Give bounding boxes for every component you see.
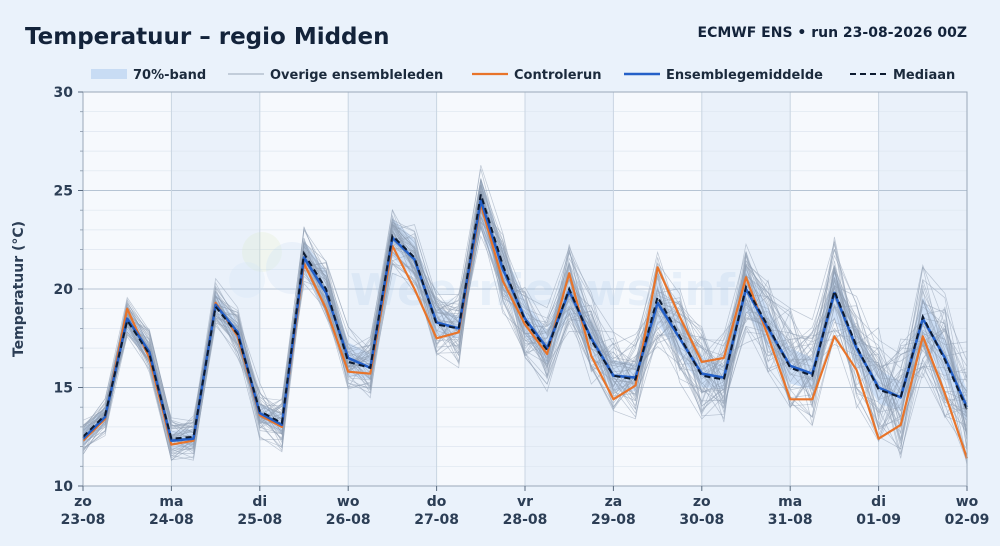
chart-title: Temperatuur – regio Midden bbox=[25, 24, 390, 50]
x-tick-day: wo bbox=[956, 494, 979, 510]
ensemble-member-line bbox=[82, 181, 968, 450]
x-tick-day: di bbox=[871, 494, 886, 510]
legend: 70%-band Overige ensembleleden Controler… bbox=[91, 68, 955, 83]
x-tick-date: 25-08 bbox=[237, 512, 282, 528]
run-info: ECMWF ENS • run 23-08-2026 00Z bbox=[698, 25, 967, 41]
y-axis-title: Temperatuur (°C) bbox=[11, 221, 27, 357]
watermark-logo-leaf bbox=[242, 232, 282, 272]
x-tick-date: 26-08 bbox=[326, 512, 371, 528]
x-tick-date: 01-09 bbox=[856, 512, 901, 528]
median-line bbox=[82, 194, 968, 440]
y-tick-label: 15 bbox=[54, 381, 73, 397]
y-tick-label: 30 bbox=[54, 85, 74, 101]
x-tick-date: 23-08 bbox=[61, 512, 106, 528]
x-tick-day: do bbox=[427, 494, 447, 510]
x-tick-day: vr bbox=[517, 494, 533, 510]
x-tick-day: di bbox=[252, 494, 267, 510]
x-tick-day: za bbox=[605, 494, 623, 510]
legend-median-label: Mediaan bbox=[893, 68, 955, 83]
ensemble-member-line bbox=[82, 224, 968, 442]
x-tick-date: 24-08 bbox=[149, 512, 194, 528]
ensemble-member-line bbox=[82, 217, 968, 447]
x-tick-day: zo bbox=[693, 494, 711, 510]
x-axis: zo 23-08 ma 24-08 di 25-08 wo 26-08 do 27-08 vr 28-… bbox=[61, 486, 990, 528]
y-tick-label: 25 bbox=[54, 184, 73, 200]
x-tick-day: wo bbox=[337, 494, 360, 510]
x-tick-date: 28-08 bbox=[503, 512, 548, 528]
ensemble-member-line bbox=[82, 168, 968, 434]
watermark-logo-drop bbox=[229, 262, 265, 298]
x-tick-date: 02-09 bbox=[945, 512, 990, 528]
x-tick-date: 30-08 bbox=[679, 512, 724, 528]
x-tick-date: 27-08 bbox=[414, 512, 459, 528]
x-tick-day: ma bbox=[159, 494, 183, 510]
legend-band-label: 70%-band bbox=[133, 68, 206, 83]
plot-area: Weernieuws.info bbox=[82, 91, 969, 487]
y-tick-label: 20 bbox=[54, 282, 74, 298]
legend-band-swatch bbox=[91, 69, 127, 79]
legend-mean-label: Ensemblegemiddelde bbox=[666, 68, 823, 83]
ensemble-member-line bbox=[82, 183, 968, 457]
ensemble-member-line bbox=[82, 191, 968, 437]
legend-control-label: Controlerun bbox=[514, 68, 601, 83]
x-tick-date: 31-08 bbox=[768, 512, 813, 528]
y-tick-label: 10 bbox=[54, 479, 74, 495]
x-tick-date: 29-08 bbox=[591, 512, 636, 528]
x-tick-day: zo bbox=[74, 494, 92, 510]
legend-members-label: Overige ensembleleden bbox=[270, 68, 443, 83]
y-axis: 10 15 20 25 30 bbox=[54, 85, 83, 495]
ensemble-member-line bbox=[82, 178, 968, 445]
x-tick-day: ma bbox=[778, 494, 802, 510]
